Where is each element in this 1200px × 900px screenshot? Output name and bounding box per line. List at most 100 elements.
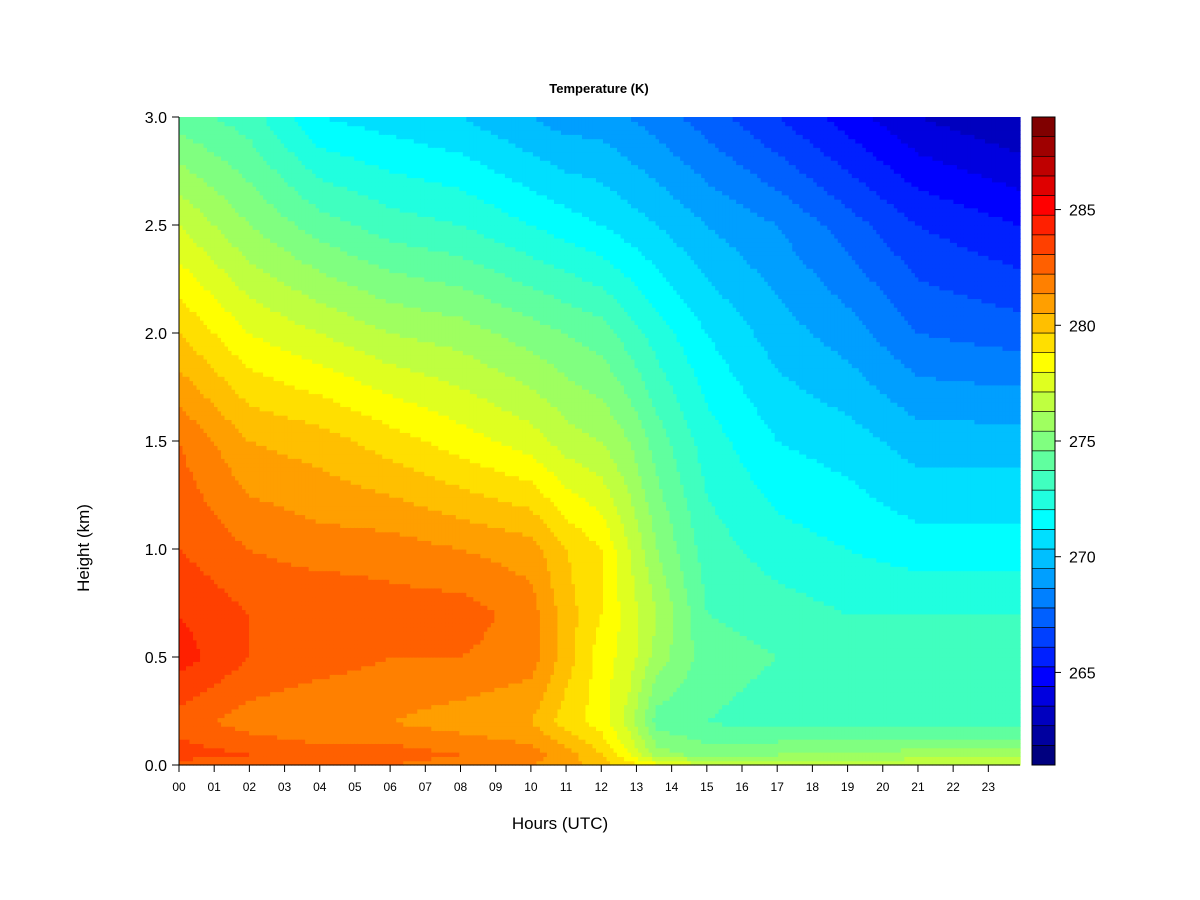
heatmap-cell xyxy=(246,389,250,394)
heatmap-cell xyxy=(281,134,285,139)
heatmap-cell xyxy=(214,679,218,684)
heatmap-cell xyxy=(274,735,278,740)
heatmap-cell xyxy=(218,506,222,511)
heatmap-cell xyxy=(183,216,187,221)
heatmap-cell xyxy=(291,381,295,386)
heatmap-cell xyxy=(232,519,236,524)
heatmap-cell xyxy=(235,674,239,679)
heatmap-cell xyxy=(211,372,215,377)
heatmap-cell xyxy=(291,527,295,532)
heatmap-cell xyxy=(239,134,243,139)
heatmap-cell xyxy=(232,661,236,666)
heatmap-cell xyxy=(221,294,225,299)
heatmap-cell xyxy=(242,627,246,632)
heatmap-cell xyxy=(242,337,246,342)
heatmap-cell xyxy=(207,506,211,511)
heatmap-cell xyxy=(260,277,264,282)
heatmap-cell xyxy=(225,545,229,550)
heatmap-cell xyxy=(246,324,250,329)
heatmap-cell xyxy=(183,644,187,649)
heatmap-cell xyxy=(207,294,211,299)
heatmap-cell xyxy=(179,463,183,468)
heatmap-cell xyxy=(228,199,232,204)
heatmap-cell xyxy=(253,294,257,299)
heatmap-cell xyxy=(218,497,222,502)
heatmap-cell xyxy=(225,229,229,234)
heatmap-cell xyxy=(260,523,264,528)
heatmap-cell xyxy=(232,324,236,329)
heatmap-cell xyxy=(253,752,257,757)
heatmap-cell xyxy=(190,441,194,446)
heatmap-cell xyxy=(274,363,278,368)
heatmap-cell xyxy=(263,320,267,325)
heatmap-cell xyxy=(204,402,208,407)
heatmap-cell xyxy=(232,536,236,541)
heatmap-cell xyxy=(253,428,257,433)
heatmap-cell xyxy=(277,247,281,252)
heatmap-cell xyxy=(284,510,288,515)
heatmap-cell xyxy=(239,484,243,489)
heatmap-cell xyxy=(277,329,281,334)
heatmap-cell xyxy=(253,523,257,528)
heatmap-cell xyxy=(263,406,267,411)
heatmap-cell xyxy=(228,372,232,377)
heatmap-cell xyxy=(277,480,281,485)
heatmap-cell xyxy=(214,467,218,472)
heatmap-cell xyxy=(211,428,215,433)
heatmap-cell xyxy=(242,506,246,511)
heatmap-cell xyxy=(221,735,225,740)
heatmap-cell xyxy=(235,527,239,532)
heatmap-cell xyxy=(179,614,183,619)
heatmap-cell xyxy=(186,393,190,398)
heatmap-cell xyxy=(246,203,250,208)
heatmap-cell xyxy=(235,700,239,705)
heatmap-cell xyxy=(242,329,246,334)
heatmap-cell xyxy=(291,221,295,226)
heatmap-cell xyxy=(186,748,190,753)
heatmap-cell xyxy=(260,756,264,761)
heatmap-cell xyxy=(242,255,246,260)
heatmap-cell xyxy=(242,290,246,295)
heatmap-cell xyxy=(284,273,288,278)
heatmap-cell xyxy=(204,506,208,511)
heatmap-cell xyxy=(256,298,260,303)
heatmap-cell xyxy=(225,316,229,321)
heatmap-cell xyxy=(186,635,190,640)
heatmap-cell xyxy=(207,605,211,610)
heatmap-cell xyxy=(228,121,232,126)
heatmap-cell xyxy=(197,609,201,614)
heatmap-cell xyxy=(218,247,222,252)
heatmap-cell xyxy=(239,285,243,290)
heatmap-cell xyxy=(246,147,250,152)
heatmap-cell xyxy=(211,303,215,308)
heatmap-cell xyxy=(281,679,285,684)
heatmap-cell xyxy=(197,471,201,476)
heatmap-cell xyxy=(260,208,264,213)
heatmap-cell xyxy=(190,489,194,494)
heatmap-cell xyxy=(232,121,236,126)
heatmap-cell xyxy=(284,614,288,619)
heatmap-cell xyxy=(193,674,197,679)
heatmap-cell xyxy=(239,303,243,308)
heatmap-cell xyxy=(242,173,246,178)
heatmap-cell xyxy=(249,208,253,213)
heatmap-cell xyxy=(200,419,204,424)
heatmap-cell xyxy=(221,255,225,260)
heatmap-cell xyxy=(242,134,246,139)
heatmap-cell xyxy=(235,126,239,131)
heatmap-cell xyxy=(183,437,187,442)
heatmap-cell xyxy=(232,705,236,710)
heatmap-cell xyxy=(263,584,267,589)
heatmap-cell xyxy=(232,614,236,619)
heatmap-cell xyxy=(277,368,281,373)
heatmap-cell xyxy=(228,355,232,360)
heatmap-cell xyxy=(284,437,288,442)
heatmap-cell xyxy=(267,173,271,178)
heatmap-cell xyxy=(228,324,232,329)
heatmap-cell xyxy=(225,376,229,381)
heatmap-cell xyxy=(221,273,225,278)
heatmap-cell xyxy=(235,177,239,182)
heatmap-cell xyxy=(239,635,243,640)
heatmap-cell xyxy=(260,428,264,433)
heatmap-cell xyxy=(214,376,218,381)
